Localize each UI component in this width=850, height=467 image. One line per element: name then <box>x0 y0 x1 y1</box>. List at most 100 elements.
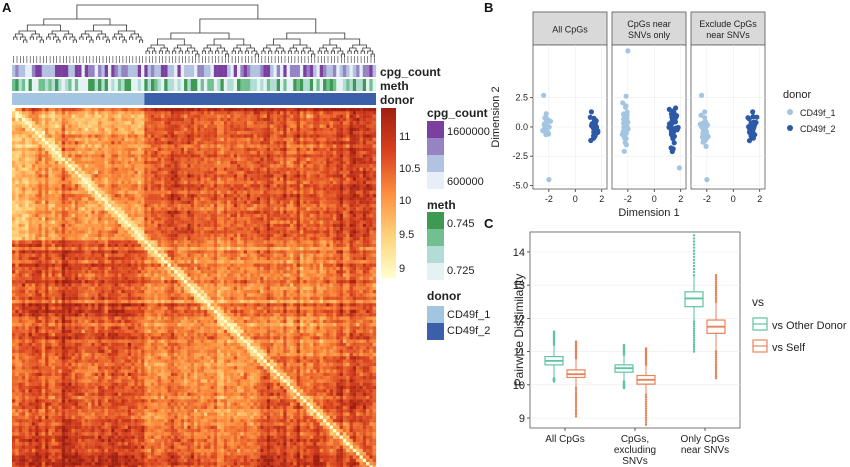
heat-cell <box>319 157 324 162</box>
heat-cell <box>21 164 26 168</box>
heat-cell <box>121 237 125 241</box>
heat-cell <box>134 111 138 115</box>
heat-cell <box>35 141 39 145</box>
heat-cell <box>313 233 317 238</box>
heat-cell <box>124 108 128 112</box>
heat-cell <box>104 170 109 175</box>
heat-cell <box>127 170 132 175</box>
heat-cell <box>28 233 33 238</box>
heat-cell <box>38 230 42 234</box>
heat-cell <box>38 164 42 168</box>
heat-cell <box>270 203 274 208</box>
heat-cell <box>91 207 95 211</box>
heat-cell <box>240 147 244 152</box>
heat-cell <box>316 207 320 211</box>
heat-cell <box>137 177 142 181</box>
heat-cell <box>18 200 23 205</box>
heat-cell <box>157 167 162 172</box>
heat-cell <box>84 114 89 119</box>
heat-cell <box>78 213 82 218</box>
heat-cell <box>359 127 363 132</box>
heat-cell <box>58 237 62 241</box>
heat-cell <box>190 160 195 165</box>
heat-cell <box>124 190 128 195</box>
heat-cell <box>58 243 62 248</box>
heat-cell <box>266 131 271 135</box>
heat-cell <box>306 207 310 211</box>
heat-cell <box>141 154 145 158</box>
heat-cell <box>240 164 244 168</box>
heat-cell <box>230 240 234 244</box>
heat-cell <box>286 111 291 115</box>
heat-cell <box>253 134 258 138</box>
heat-cell <box>144 197 148 201</box>
heat-cell <box>35 170 39 175</box>
heat-cell <box>45 227 49 231</box>
heat-cell <box>349 187 353 191</box>
heat-cell <box>114 190 119 195</box>
heat-cell <box>74 207 79 211</box>
heat-cell <box>180 134 185 138</box>
annot-cell-meth <box>170 79 175 91</box>
heat-cell <box>227 213 231 218</box>
annot-cell-cpg <box>117 65 122 77</box>
heat-cell <box>366 237 370 241</box>
heat-cell <box>98 170 102 175</box>
heat-cell <box>94 167 99 172</box>
heat-cell <box>207 137 211 142</box>
heat-cell <box>74 121 79 125</box>
heat-cell <box>114 240 119 244</box>
heat-cell <box>217 207 221 211</box>
heat-cell <box>220 200 224 205</box>
heat-cell <box>197 147 201 152</box>
heat-cell <box>207 164 211 168</box>
heat-cell <box>51 144 56 148</box>
heat-cell <box>306 203 310 208</box>
heat-cell <box>174 240 178 244</box>
heat-cell <box>276 227 281 231</box>
heat-cell <box>263 223 267 228</box>
heat-cell <box>369 187 373 191</box>
heat-cell <box>18 134 23 138</box>
heat-cell <box>210 174 215 178</box>
heat-cell <box>104 184 109 188</box>
annot-cell-meth <box>283 79 287 91</box>
heat-cell <box>45 160 49 165</box>
heat-cell <box>41 147 46 152</box>
heat-cell <box>217 154 221 158</box>
heat-cell <box>180 240 185 244</box>
heat-cell <box>141 203 145 208</box>
heat-cell <box>28 220 33 224</box>
heat-cell <box>12 180 16 185</box>
heat-cell <box>329 137 334 142</box>
heat-cell <box>243 170 248 175</box>
heat-cell <box>45 134 49 138</box>
dendrogram-branch <box>329 38 361 45</box>
heat-cell <box>91 167 95 172</box>
heat-cell <box>150 190 155 195</box>
heat-cell <box>38 137 42 142</box>
heat-cell <box>319 124 324 129</box>
heat-cell <box>117 203 122 208</box>
annot-cell-meth <box>217 79 221 91</box>
heat-cell <box>154 240 158 244</box>
heat-cell <box>263 111 267 115</box>
heat-cell <box>346 174 350 178</box>
heat-cell <box>25 227 29 231</box>
heat-cell <box>28 141 33 145</box>
heat-cell <box>180 127 185 132</box>
heat-cell <box>213 108 218 112</box>
heat-cell <box>71 174 76 178</box>
heat-cell <box>48 147 52 152</box>
heat-cell <box>154 164 158 168</box>
heat-cell <box>12 203 16 208</box>
heat-cell <box>91 184 95 188</box>
heat-cell <box>61 114 66 119</box>
heat-cell <box>25 154 29 158</box>
heat-cell <box>342 121 347 125</box>
heat-cell <box>243 127 248 132</box>
heat-cell <box>339 217 344 221</box>
heat-cell <box>48 160 52 165</box>
heat-cell <box>114 184 119 188</box>
heat-cell <box>74 223 79 228</box>
